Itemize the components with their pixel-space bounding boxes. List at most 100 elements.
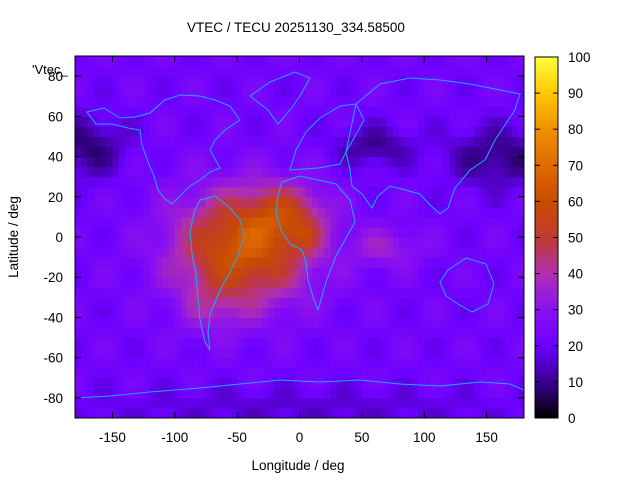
heatmap-cell [492,247,500,258]
heatmap-cell [455,106,463,117]
heatmap-cell [386,76,394,87]
heatmap-cell [149,216,157,228]
heatmap-cell [442,247,450,258]
heatmap-cell [499,327,506,339]
heatmap-cell [112,297,120,308]
heatmap-cell [330,277,338,288]
heatmap-cell [455,367,463,379]
heatmap-cell [499,317,506,329]
heatmap-cell [486,357,494,369]
heatmap-cell [492,407,500,418]
heatmap-cell [99,176,107,188]
heatmap-cell [405,317,413,329]
heatmap-cell [480,146,488,158]
heatmap-cell [255,186,263,198]
heatmap-cell [230,247,238,258]
heatmap-cell [361,216,369,228]
heatmap-cell [243,206,251,218]
heatmap-cell [293,76,301,87]
heatmap-cell [293,56,301,67]
heatmap-cell [517,206,524,218]
heatmap-cell [405,367,413,379]
heatmap-cell [149,327,157,339]
heatmap-cell [243,156,251,168]
heatmap-cell [411,307,419,319]
heatmap-cell [199,277,207,288]
heatmap-cell [361,96,369,107]
heatmap-cell [386,287,394,298]
heatmap-cell [368,116,375,127]
heatmap-cell [349,76,357,87]
heatmap-cell [118,257,126,268]
heatmap-cell [455,387,463,399]
heatmap-cell [137,277,145,288]
heatmap-cell [442,337,450,349]
heatmap-cell [212,397,220,409]
colorbar-tick-label: 40 [568,267,583,282]
heatmap-cell [124,146,132,158]
heatmap-cell [424,367,432,379]
heatmap-cell [411,56,419,67]
heatmap-cell [218,156,226,168]
heatmap-cell [517,267,524,278]
heatmap-cell [393,347,400,359]
heatmap-cell [424,96,432,107]
heatmap-cell [99,257,107,268]
heatmap-cell [75,297,82,308]
heatmap-cell [324,126,332,138]
heatmap-cell [299,317,307,329]
heatmap-cell [405,387,413,399]
heatmap-cell [299,277,307,288]
heatmap-cell [442,146,450,158]
heatmap-cell [218,317,226,329]
heatmap-cell [411,86,419,97]
heatmap-cell [380,216,388,228]
heatmap-cell [424,297,432,308]
heatmap-cell [274,297,282,308]
heatmap-cell [486,277,494,288]
heatmap-cell [436,76,444,87]
heatmap-cell [99,347,107,359]
heatmap-cell [336,146,344,158]
heatmap-cell [330,146,338,158]
heatmap-cell [349,226,357,238]
heatmap-cell [311,287,319,298]
heatmap-cell [461,327,469,339]
heatmap-cell [374,277,382,288]
heatmap-cell [467,247,475,258]
heatmap-cell [131,247,138,258]
heatmap-cell [143,226,151,238]
heatmap-cell [168,176,176,188]
heatmap-cell [193,247,201,258]
heatmap-cell [187,226,195,238]
heatmap-cell [436,126,444,138]
heatmap-cell [417,86,425,97]
heatmap-cell [311,387,319,399]
heatmap-cell [361,186,369,198]
heatmap-cell [380,126,388,138]
heatmap-cell [230,267,238,278]
heatmap-cell [449,116,457,127]
heatmap-cell [474,186,481,198]
heatmap-cell [343,216,350,228]
heatmap-cell [99,106,107,117]
heatmap-cell [230,166,238,178]
heatmap-cell [168,287,176,298]
heatmap-cell [324,206,332,218]
heatmap-cell [411,297,419,308]
heatmap-cell [449,397,457,409]
heatmap-cell [430,297,438,308]
heatmap-cell [243,357,251,369]
heatmap-cell [212,297,220,308]
heatmap-cell [199,397,207,409]
heatmap-cell [112,267,120,278]
heatmap-cell [274,387,282,399]
heatmap-cell [93,116,101,127]
heatmap-cell [156,407,163,418]
heatmap-cell [255,66,263,77]
heatmap-cell [218,397,226,409]
heatmap-cell [492,317,500,329]
heatmap-cell [330,297,338,308]
heatmap-cell [224,166,232,178]
heatmap-cell [287,257,294,268]
